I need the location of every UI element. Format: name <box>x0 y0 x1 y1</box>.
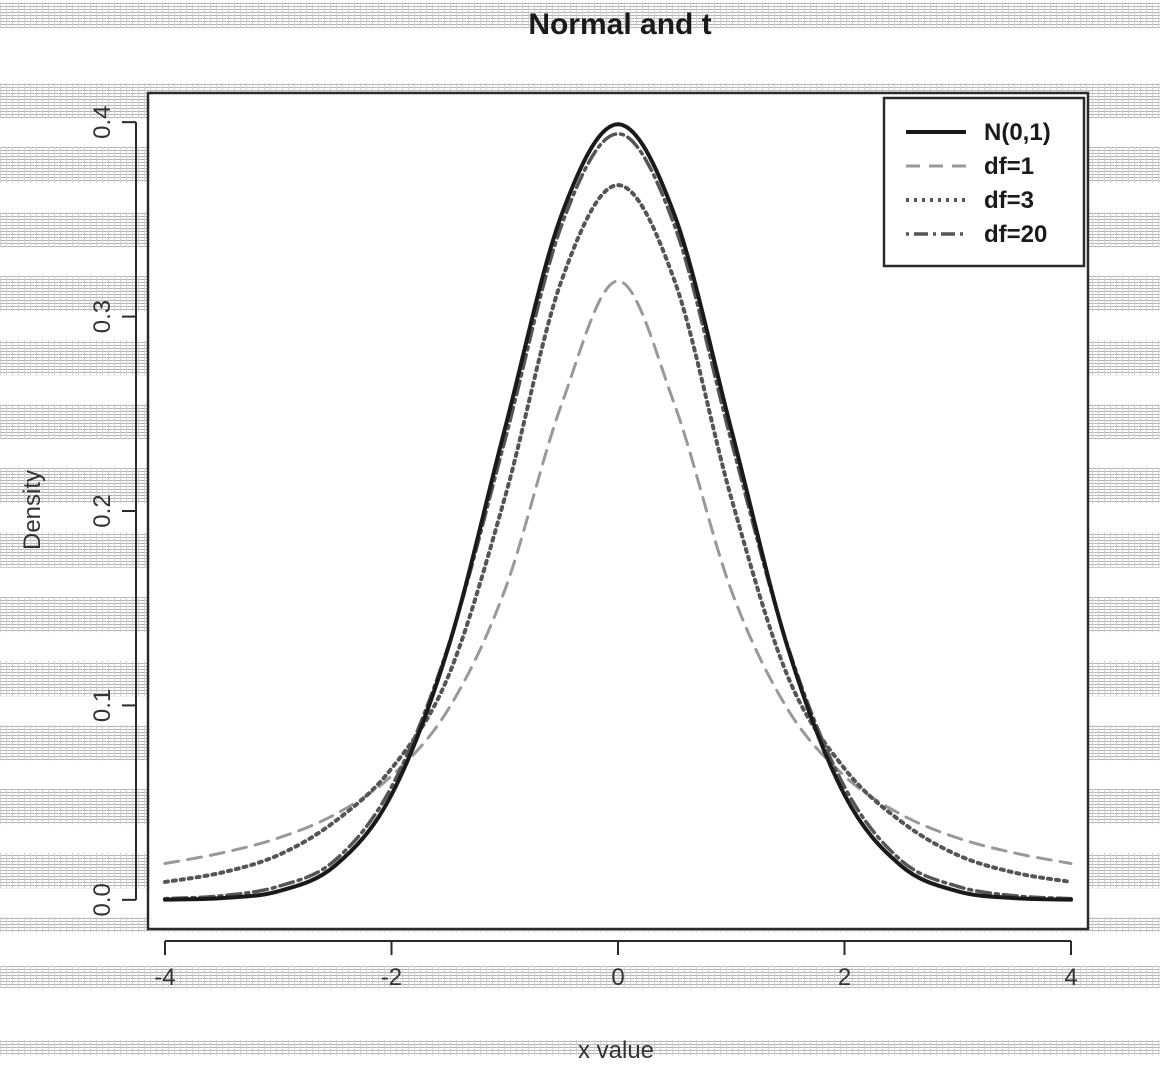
series-line-df-1 <box>163 279 1073 865</box>
x-tick-label: 4 <box>1064 964 1077 991</box>
legend-label: df=20 <box>984 221 1047 248</box>
y-axis-label: Density <box>19 470 46 550</box>
y-axis: 0.0 0.1 0.2 0.3 0.4 <box>89 105 137 917</box>
series-line-df-3 <box>162 183 1074 884</box>
series-line-n-0-1 <box>162 122 1074 902</box>
x-tick-label: 2 <box>838 964 851 991</box>
background-band <box>0 2 1160 29</box>
series-group <box>162 122 1074 902</box>
y-tick-label: 0.3 <box>89 300 116 333</box>
x-tick-label: -4 <box>154 964 175 991</box>
x-tick-label: 0 <box>611 964 624 991</box>
x-tick-label: -2 <box>381 964 402 991</box>
chart-title: Normal and t <box>528 8 711 41</box>
legend-label: df=1 <box>984 153 1034 180</box>
legend-box <box>882 96 1086 268</box>
y-tick-label: 0.1 <box>89 689 116 722</box>
background-band <box>0 1040 1160 1056</box>
y-tick-label: 0.0 <box>89 883 116 916</box>
x-axis: -4 -2 0 2 4 <box>154 940 1078 991</box>
legend-label: N(0,1) <box>984 119 1051 146</box>
background-band <box>0 966 1160 988</box>
x-axis-label: x value <box>578 1037 654 1064</box>
legend-label: df=3 <box>984 187 1034 214</box>
y-tick-label: 0.4 <box>89 105 116 138</box>
y-tick-label: 0.2 <box>89 494 116 527</box>
legend: N(0,1) df=1 df=3 df=20 <box>882 96 1086 268</box>
series-line-df-20 <box>163 132 1073 901</box>
